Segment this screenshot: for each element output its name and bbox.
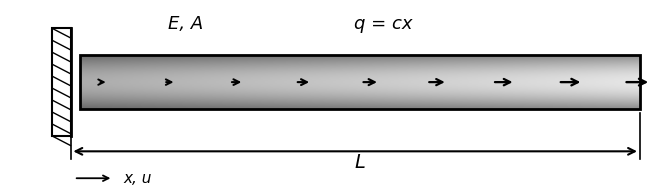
- Text: x, u: x, u: [123, 171, 151, 186]
- Text: L: L: [355, 153, 366, 172]
- Text: q = cx: q = cx: [354, 15, 412, 34]
- Polygon shape: [52, 28, 71, 136]
- Text: E, A: E, A: [168, 15, 204, 34]
